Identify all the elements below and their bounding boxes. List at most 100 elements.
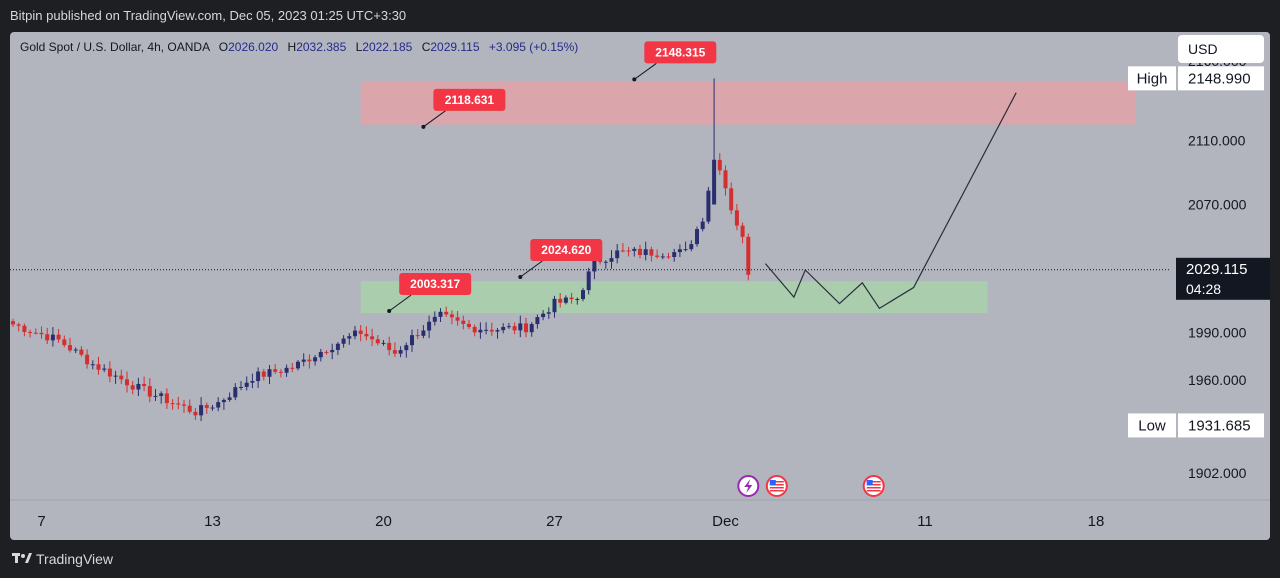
close-label: C: [421, 40, 431, 54]
callout-box: [530, 238, 603, 261]
candle: [56, 328, 61, 343]
flag-stripe: [769, 487, 784, 489]
candle-body: [227, 397, 232, 400]
candle-body: [683, 249, 688, 251]
candle-body: [712, 159, 717, 205]
candle-body: [216, 402, 221, 408]
flag-event-bg: [765, 475, 788, 497]
candle: [415, 329, 420, 340]
candle: [620, 243, 625, 253]
candle-body: [603, 261, 608, 263]
candle-body: [358, 330, 363, 334]
candle: [449, 310, 454, 325]
callout-box: [433, 88, 506, 111]
candle-body: [210, 407, 215, 409]
chart-area[interactable]: 2148.3152118.6312024.6202003.3172160.000…: [10, 32, 1270, 540]
flag-stripe: [769, 481, 784, 483]
candle-body: [444, 311, 449, 315]
candle: [147, 378, 152, 403]
candle: [221, 398, 226, 410]
candle-body: [438, 311, 443, 317]
candle-body: [695, 229, 699, 245]
candle-body: [489, 329, 494, 332]
candle-body: [85, 354, 90, 365]
marker-label-bg: [1128, 413, 1176, 438]
candle: [563, 295, 568, 305]
y-tick-label: 2110.000: [1188, 133, 1246, 149]
tradingview-brand: TradingView: [36, 551, 114, 567]
candle: [102, 364, 107, 373]
candle: [438, 308, 443, 323]
candle: [313, 355, 318, 366]
bottom-bar: TradingView: [0, 540, 1280, 578]
candle: [375, 335, 380, 346]
low-label: L: [355, 40, 363, 54]
candle-body: [615, 250, 620, 259]
candle-body: [501, 326, 506, 331]
open-value: 2026.020: [228, 40, 279, 54]
candle: [683, 241, 688, 252]
candle-body: [204, 405, 209, 408]
candle: [307, 354, 312, 369]
candle-body: [90, 364, 95, 366]
price-chart[interactable]: 2148.3152118.6312024.6202003.3172160.000…: [10, 32, 1270, 540]
candle: [296, 359, 300, 371]
marker-value-bg: [1178, 66, 1264, 91]
candle: [204, 402, 209, 414]
candle: [250, 373, 255, 389]
candle-body: [740, 225, 745, 237]
candle-body: [125, 379, 129, 386]
currency-button[interactable]: USD: [1178, 35, 1264, 63]
candle: [73, 347, 78, 354]
top-bar: Bitpin published on TradingView.com, Dec…: [0, 0, 1280, 32]
candle-body: [581, 290, 585, 300]
candle-body: [79, 349, 84, 355]
candle-body: [313, 357, 318, 362]
candle: [387, 336, 392, 356]
flag-canton: [866, 480, 873, 485]
us-flag-event-icon: [765, 475, 788, 497]
candle: [159, 391, 164, 404]
candle-body: [250, 381, 255, 383]
projection-path: [764, 92, 1017, 310]
candle-body: [56, 334, 61, 340]
candle-body: [335, 343, 340, 350]
candle: [712, 78, 717, 205]
candle: [50, 327, 55, 347]
x-tick-label: 13: [204, 513, 221, 530]
marker-value: 2148.990: [1188, 70, 1251, 87]
candle-body: [221, 399, 226, 403]
change-value: +3.095 (+0.15%): [488, 40, 579, 54]
callout-anchor: [387, 309, 392, 314]
candle: [632, 246, 637, 257]
candle: [609, 250, 614, 269]
candle: [404, 342, 409, 358]
flag-stripe: [866, 484, 881, 486]
candle: [216, 397, 221, 412]
candle-body: [50, 334, 55, 341]
x-tick-label: 20: [375, 513, 392, 530]
candle-body: [689, 244, 694, 250]
candle: [119, 369, 124, 384]
candle: [199, 397, 204, 422]
candle-body: [239, 386, 243, 388]
candle-body: [432, 316, 437, 322]
candle: [660, 253, 665, 260]
candle: [113, 370, 118, 384]
candle-body: [484, 329, 489, 331]
candle-body: [164, 393, 169, 404]
candle: [381, 339, 386, 346]
high-value: 2032.385: [296, 40, 347, 54]
candle: [22, 323, 27, 337]
candle-body: [187, 405, 192, 412]
flag-stripe: [769, 484, 784, 486]
candle-body: [666, 256, 671, 258]
last-price-value: 2029.115: [1186, 261, 1247, 278]
candle-body: [341, 338, 346, 344]
candle-body: [147, 386, 152, 397]
publish-info: Bitpin published on TradingView.com, Dec…: [10, 8, 407, 23]
candle-body: [244, 382, 249, 387]
candle-body: [290, 367, 295, 369]
marker-value-bg: [1178, 413, 1264, 438]
candle-body: [136, 383, 141, 390]
